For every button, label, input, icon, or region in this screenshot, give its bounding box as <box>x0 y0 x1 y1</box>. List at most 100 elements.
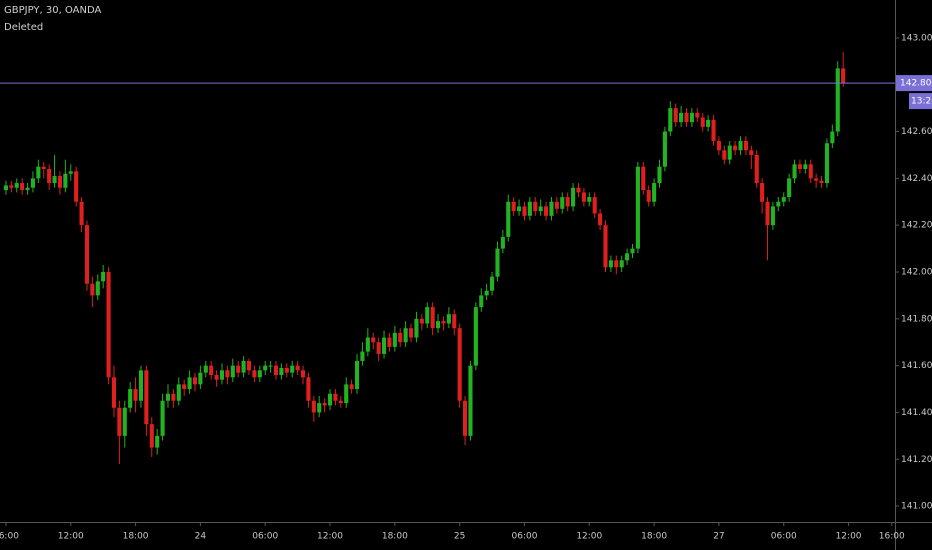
candle-body <box>79 201 84 226</box>
countdown: 13:28 <box>911 97 932 107</box>
candle-body <box>619 260 624 268</box>
y-tick-label: 141.800 <box>901 314 932 324</box>
candle-body <box>84 225 90 284</box>
x-tick-label: 18:00 <box>641 532 667 542</box>
candle-body <box>446 314 451 324</box>
candle-body <box>376 342 381 354</box>
x-tick-label: 06:00 <box>771 532 797 542</box>
candle-body <box>646 190 651 202</box>
candle-body <box>706 119 711 127</box>
candle-body <box>14 183 19 188</box>
candle-body <box>565 197 570 207</box>
candle-body <box>576 187 581 193</box>
candle-body <box>787 178 792 198</box>
candle-body <box>819 180 824 184</box>
candle-body <box>273 365 279 375</box>
candle-body <box>571 187 576 207</box>
candle-body <box>452 314 457 329</box>
candle-body <box>387 337 392 347</box>
candle-body <box>554 201 559 209</box>
candle-body <box>490 276 495 291</box>
candle-body <box>57 176 63 188</box>
candle-body <box>549 201 554 216</box>
candle-body <box>311 400 316 413</box>
candle-body <box>408 328 414 338</box>
candle-body <box>3 185 8 191</box>
candle-body <box>187 377 192 390</box>
candle-body <box>122 407 127 436</box>
candle-body <box>792 164 797 179</box>
candle-body <box>90 283 95 296</box>
candle-body <box>246 360 252 371</box>
candle-body <box>36 166 41 179</box>
candle-body <box>354 360 360 390</box>
candle-body <box>322 403 327 406</box>
candle-body <box>517 206 522 212</box>
candle-body <box>457 328 462 401</box>
candle-body <box>511 201 516 212</box>
candle-body <box>781 197 786 202</box>
x-tick-label: 18:00 <box>123 532 149 542</box>
candle-body <box>349 384 354 390</box>
x-tick-label: 18:00 <box>382 532 408 542</box>
candle-body <box>236 365 241 373</box>
candle-body <box>765 201 770 226</box>
candle-body <box>662 131 667 167</box>
indicator-name: Deleted <box>4 22 43 33</box>
candle-body <box>365 337 370 352</box>
candle-body <box>68 171 73 174</box>
candle-body <box>603 225 608 268</box>
candle-body <box>300 370 306 378</box>
candle-body <box>668 108 673 132</box>
x-tick-label: 12:00 <box>58 532 84 542</box>
candle-body <box>473 307 478 366</box>
candle-body <box>101 272 106 282</box>
candle-body <box>716 140 721 151</box>
candle-body <box>711 119 716 141</box>
candle-body <box>700 117 705 127</box>
candle-body <box>803 164 808 170</box>
candle-body <box>198 372 203 385</box>
candle-body <box>171 393 176 401</box>
candle-body <box>754 154 759 184</box>
candle-body <box>398 332 403 343</box>
candle-body <box>133 389 138 401</box>
candle-body <box>625 253 630 261</box>
candle-body <box>679 112 684 123</box>
candle-body <box>592 197 597 214</box>
y-tick-label: 141.000 <box>901 502 932 512</box>
candle-body <box>25 187 30 191</box>
candle-body <box>176 384 181 401</box>
candle-body <box>538 206 543 212</box>
candle-body <box>138 370 144 401</box>
x-tick-label: 12:00 <box>836 532 862 542</box>
y-tick-label: 142.000 <box>901 268 932 278</box>
candle-body <box>333 393 338 401</box>
candle-body <box>689 112 694 123</box>
y-tick-label: 142.200 <box>901 221 932 231</box>
candle-body <box>317 403 322 413</box>
candle-body <box>144 370 149 425</box>
candle-body <box>279 367 284 375</box>
candle-body <box>414 318 419 338</box>
candle-body <box>814 178 819 181</box>
candle-body <box>47 169 52 184</box>
y-tick-label: 142.600 <box>901 127 932 137</box>
candle-body <box>463 400 468 436</box>
y-tick-label: 141.400 <box>901 408 932 418</box>
candle-body <box>468 365 473 436</box>
candle-body <box>506 201 511 237</box>
candle-body <box>214 374 219 380</box>
candle-body <box>252 370 257 378</box>
candle-body <box>392 332 397 347</box>
candle-body <box>284 367 289 373</box>
candle-body <box>327 393 333 406</box>
candle-body <box>841 68 846 84</box>
candle-body <box>441 321 446 324</box>
candle-body <box>608 260 613 268</box>
y-tick-label: 141.600 <box>901 361 932 371</box>
price-label: 142.807 <box>900 79 932 89</box>
x-tick-label: 06:00 <box>0 532 19 542</box>
candle-body <box>381 337 387 354</box>
